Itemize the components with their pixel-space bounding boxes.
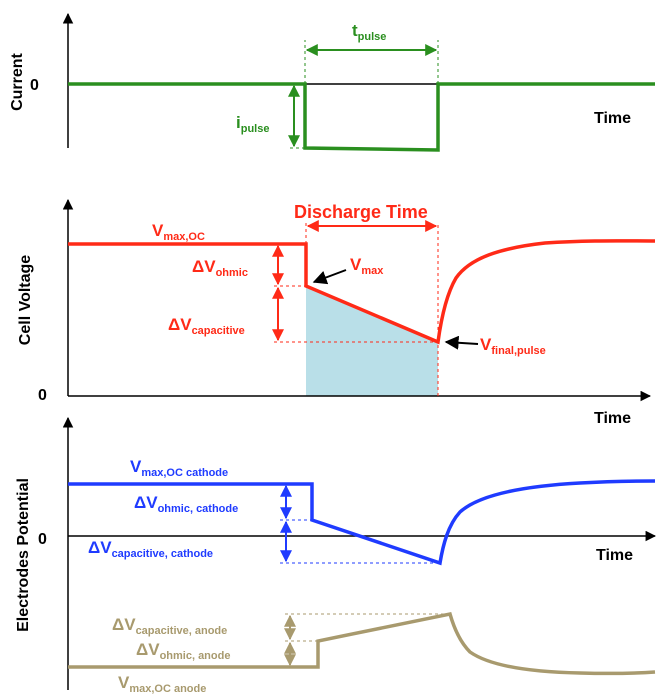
voltage-zero-label: 0 [38,387,47,404]
v-final-pointer [444,335,479,350]
v-max-label: Vmax [350,255,384,277]
dv-ohmic-cathode-label: ΔVohmic, cathode [134,493,238,515]
dv-capacitive-anode-label: ΔVcapacitive, anode [112,615,227,637]
voltage-panel: Cell Voltage 0 Time Discharge Time Vmax,… [17,198,656,427]
v-max-oc-anode-label: Vmax,OC anode [118,673,206,695]
cell-voltage-trace [68,239,656,345]
v-final-pulse-label: Vfinal,pulse [480,335,546,357]
t-pulse-label: tpulse [352,21,386,43]
i-pulse-label: ipulse [236,113,269,135]
anode-potential-trace [68,611,656,676]
dv-capacitive-label: ΔVcapacitive [168,315,245,337]
discharge-time-label: Discharge Time [294,202,428,222]
cathode-potential-trace [68,479,656,566]
dv-ohmic-label: ΔVohmic [192,257,248,279]
dv-capacitive-cathode-label: ΔVcapacitive, cathode [88,538,213,560]
voltage-y-label: Cell Voltage [17,255,34,345]
electrode-zero-label: 0 [38,531,47,548]
voltage-x-label: Time [594,410,631,427]
current-pulse-trace [68,82,655,152]
current-zero-label: 0 [30,77,39,94]
v-max-pointer [312,269,347,285]
current-x-label: Time [594,110,631,127]
electrode-x-label: Time [596,547,633,564]
v-max-oc-label: Vmax,OC [152,221,205,243]
discharge-shaded-area [306,286,438,396]
dv-ohmic-anode-label: ΔVohmic, anode [136,640,230,662]
current-panel: Current 0 Time tpulse ipulse [9,12,655,152]
electrode-y-label: Electrodes Potential [15,478,32,632]
v-max-oc-cathode-label: Vmax,OC cathode [130,457,228,479]
current-y-label: Current [9,52,26,110]
electrode-panel: Electrodes Potential 0 Time Vmax,OC cath… [15,416,657,695]
